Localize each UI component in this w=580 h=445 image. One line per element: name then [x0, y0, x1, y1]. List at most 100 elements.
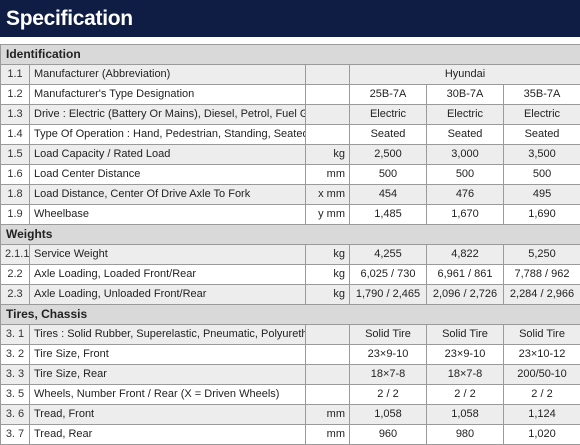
row-value: 23×9-10 [427, 345, 504, 365]
row-value: 2,096 / 2,726 [427, 285, 504, 305]
row-number: 1.4 [1, 125, 30, 145]
row-unit [306, 345, 350, 365]
row-unit: mm [306, 165, 350, 185]
row-number: 3. 1 [1, 325, 30, 345]
row-description: Drive : Electric (Battery Or Mains), Die… [30, 105, 306, 125]
row-description: Load Distance, Center Of Drive Axle To F… [30, 185, 306, 205]
row-number: 1.3 [1, 105, 30, 125]
row-number: 2.1.1 [1, 245, 30, 265]
row-value: 2,500 [350, 145, 427, 165]
section-title: Identification [1, 45, 580, 65]
row-value: 454 [350, 185, 427, 205]
row-description: Manufacturer's Type Designation [30, 85, 306, 105]
row-value: 2 / 2 [350, 385, 427, 405]
row-value: 500 [427, 165, 504, 185]
row-value: Hyundai [350, 65, 580, 85]
section-title: Weights [1, 225, 580, 245]
row-value: 500 [504, 165, 580, 185]
row-unit [306, 325, 350, 345]
row-value: 5,250 [504, 245, 580, 265]
row-number: 3. 7 [1, 425, 30, 445]
row-description: Tire Size, Rear [30, 365, 306, 385]
row-number: 2.3 [1, 285, 30, 305]
row-value: 2,284 / 2,966 [504, 285, 580, 305]
row-number: 3. 6 [1, 405, 30, 425]
row-value: 3,500 [504, 145, 580, 165]
row-value: 7,788 / 962 [504, 265, 580, 285]
row-value: 980 [427, 425, 504, 445]
row-unit: y mm [306, 205, 350, 225]
row-value: 2 / 2 [427, 385, 504, 405]
row-description: Tread, Front [30, 405, 306, 425]
row-value: Solid Tire [350, 325, 427, 345]
row-value: Electric [504, 105, 580, 125]
row-value: 3,000 [427, 145, 504, 165]
row-unit: kg [306, 145, 350, 165]
row-unit [306, 105, 350, 125]
row-unit [306, 65, 350, 85]
row-description: Tires : Solid Rubber, Superelastic, Pneu… [30, 325, 306, 345]
row-description: Wheelbase [30, 205, 306, 225]
row-number: 1.1 [1, 65, 30, 85]
row-description: Tread, Rear [30, 425, 306, 445]
row-value: 500 [350, 165, 427, 185]
row-unit: x mm [306, 185, 350, 205]
section-header-row: Weights [1, 225, 580, 245]
row-value: 1,058 [350, 405, 427, 425]
row-description: Type Of Operation : Hand, Pedestrian, St… [30, 125, 306, 145]
row-description: Load Center Distance [30, 165, 306, 185]
section-header-row: Identification [1, 45, 580, 65]
row-number: 3. 3 [1, 365, 30, 385]
row-unit: kg [306, 285, 350, 305]
row-value: Electric [427, 105, 504, 125]
row-unit [306, 365, 350, 385]
row-number: 3. 5 [1, 385, 30, 405]
row-value: Electric [350, 105, 427, 125]
row-value: 18×7-8 [427, 365, 504, 385]
row-description: Load Capacity / Rated Load [30, 145, 306, 165]
row-value: 2 / 2 [504, 385, 580, 405]
row-value: 18×7-8 [350, 365, 427, 385]
row-unit [306, 385, 350, 405]
row-description: Axle Loading, Unloaded Front/Rear [30, 285, 306, 305]
row-value: 1,124 [504, 405, 580, 425]
row-value: 200/50-10 [504, 365, 580, 385]
page-title: Specification [0, 0, 580, 37]
row-value: 495 [504, 185, 580, 205]
row-description: Axle Loading, Loaded Front/Rear [30, 265, 306, 285]
row-value: 23×10-12 [504, 345, 580, 365]
row-description: Service Weight [30, 245, 306, 265]
row-unit [306, 85, 350, 105]
row-value: 476 [427, 185, 504, 205]
row-value: 1,020 [504, 425, 580, 445]
row-value: Seated [350, 125, 427, 145]
row-description: Wheels, Number Front / Rear (X = Driven … [30, 385, 306, 405]
row-value: 4,255 [350, 245, 427, 265]
row-number: 2.2 [1, 265, 30, 285]
row-number: 1.6 [1, 165, 30, 185]
row-number: 1.2 [1, 85, 30, 105]
row-unit: mm [306, 425, 350, 445]
row-value: 1,670 [427, 205, 504, 225]
row-value: 1,058 [427, 405, 504, 425]
row-value: 1,485 [350, 205, 427, 225]
row-value: Seated [427, 125, 504, 145]
row-description: Tire Size, Front [30, 345, 306, 365]
row-value: 6,025 / 730 [350, 265, 427, 285]
row-value: 23×9-10 [350, 345, 427, 365]
row-unit: kg [306, 265, 350, 285]
row-number: 1.5 [1, 145, 30, 165]
row-value: 1,690 [504, 205, 580, 225]
row-value: 25B-7A [350, 85, 427, 105]
